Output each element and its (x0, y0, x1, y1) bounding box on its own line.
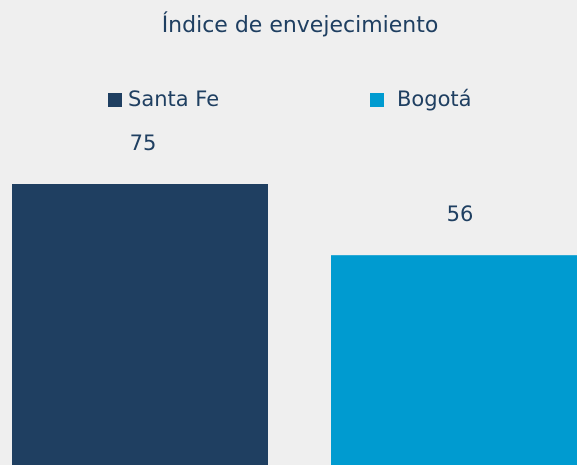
bar (12, 184, 268, 465)
legend-swatch (108, 93, 122, 107)
legend-swatch (370, 93, 384, 107)
data-label: 56 (447, 202, 474, 226)
data-label: 75 (130, 131, 157, 155)
legend-label: Bogotá (397, 87, 472, 111)
chart-title: Índice de envejecimiento (162, 12, 439, 38)
bar (331, 255, 577, 465)
legend-label: Santa Fe (128, 87, 219, 111)
